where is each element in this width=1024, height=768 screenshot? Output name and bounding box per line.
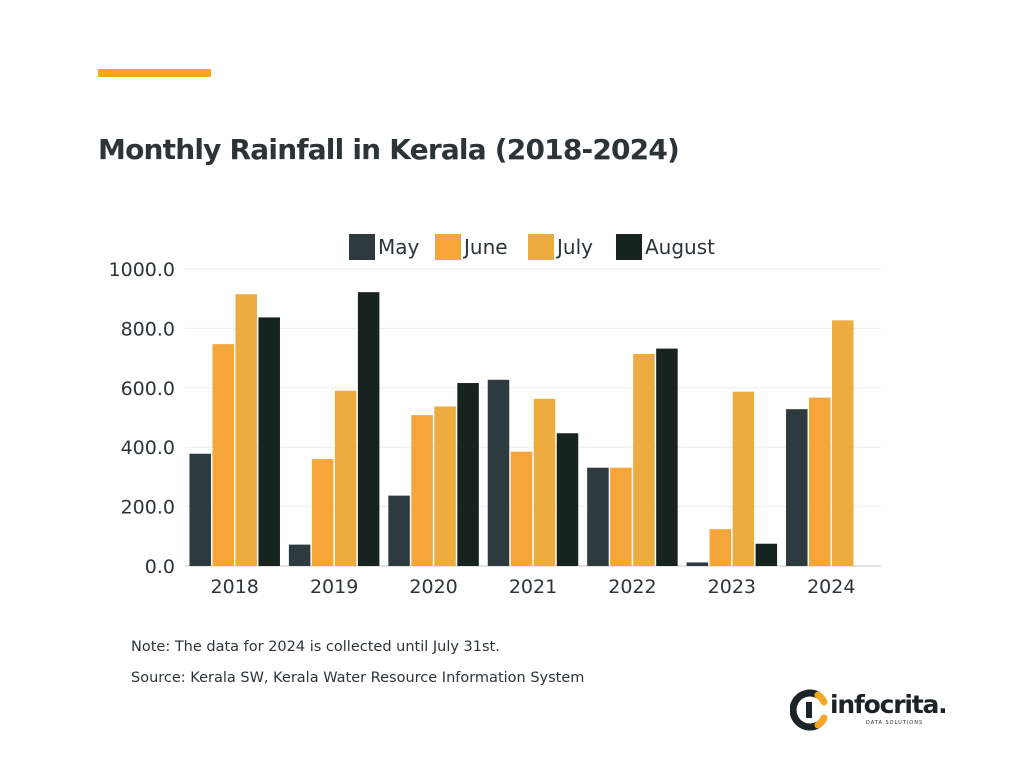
- legend-swatch-august: [616, 234, 642, 260]
- y-tick-label: 200.0: [121, 497, 175, 519]
- x-tick-label: 2021: [509, 576, 557, 598]
- bar-june-2020: [411, 415, 433, 566]
- x-tick-label: 2023: [708, 576, 756, 598]
- legend-swatch-may: [349, 234, 375, 260]
- bar-june-2023: [709, 529, 732, 566]
- logo-tagline: DATA SOLUTIONS: [866, 720, 924, 726]
- bar-august-2019: [357, 292, 380, 566]
- bar-june-2019: [311, 459, 334, 566]
- bar-august-2020: [457, 383, 479, 566]
- bar-july-2022: [633, 353, 655, 566]
- bar-august-2023: [755, 543, 778, 566]
- bar-june-2021: [510, 451, 533, 566]
- bar-july-2020: [434, 406, 456, 566]
- title-accent-bar: [98, 69, 211, 77]
- legend-label-july: July: [555, 235, 593, 259]
- bar-july-2018: [235, 294, 257, 566]
- logo-wordmark: infocrita.: [830, 690, 948, 719]
- bar-july-2023: [732, 391, 755, 566]
- legend-swatch-june: [435, 234, 461, 260]
- bar-may-2024: [786, 409, 808, 566]
- bar-may-2019: [288, 544, 311, 566]
- bar-may-2023: [686, 562, 709, 566]
- x-tick-label: 2020: [409, 576, 457, 598]
- x-tick-label: 2018: [211, 576, 259, 598]
- bar-june-2018: [212, 344, 234, 566]
- bar-may-2018: [189, 453, 211, 566]
- legend-label-may: May: [378, 235, 420, 259]
- y-tick-label: 600.0: [121, 378, 175, 400]
- bar-may-2021: [487, 379, 510, 566]
- bars: [189, 292, 854, 566]
- bar-august-2021: [556, 433, 579, 566]
- y-tick-label: 800.0: [121, 318, 175, 340]
- bar-may-2020: [388, 495, 410, 566]
- legend-swatch-july: [528, 234, 554, 260]
- legend: May June July August: [349, 234, 715, 260]
- footnote: Note: The data for 2024 is collected unt…: [131, 639, 500, 655]
- y-tick-label: 1000.0: [109, 259, 175, 281]
- logo-mark-icon: [789, 689, 828, 731]
- bar-july-2021: [533, 398, 556, 566]
- y-tick-label: 0.0: [145, 556, 175, 578]
- chart-title: Monthly Rainfall in Kerala (2018-2024): [98, 133, 680, 166]
- infocrita-logo: infocrita. DATA SOLUTIONS: [789, 686, 948, 734]
- bar-june-2022: [610, 467, 632, 566]
- x-tick-label: 2024: [807, 576, 855, 598]
- source-note: Source: Kerala SW, Kerala Water Resource…: [131, 670, 585, 686]
- bar-july-2019: [334, 390, 357, 566]
- legend-label-june: June: [462, 235, 508, 259]
- bar-june-2024: [809, 397, 831, 566]
- axes: 0.0 200.0 400.0 600.0 800.0 1000.0 2018 2019 202…: [109, 259, 856, 598]
- legend-label-august: August: [645, 235, 715, 259]
- bar-july-2024: [832, 320, 854, 566]
- x-tick-label: 2019: [310, 576, 358, 598]
- bar-chart: 0.0 200.0 400.0 600.0 800.0 1000.0 2018 2019 202…: [109, 234, 881, 598]
- y-tick-label: 400.0: [121, 437, 175, 459]
- x-tick-label: 2022: [608, 576, 656, 598]
- grid-lines: [185, 268, 881, 567]
- bar-may-2022: [587, 467, 609, 566]
- bar-august-2018: [258, 317, 280, 566]
- bar-august-2022: [656, 348, 678, 566]
